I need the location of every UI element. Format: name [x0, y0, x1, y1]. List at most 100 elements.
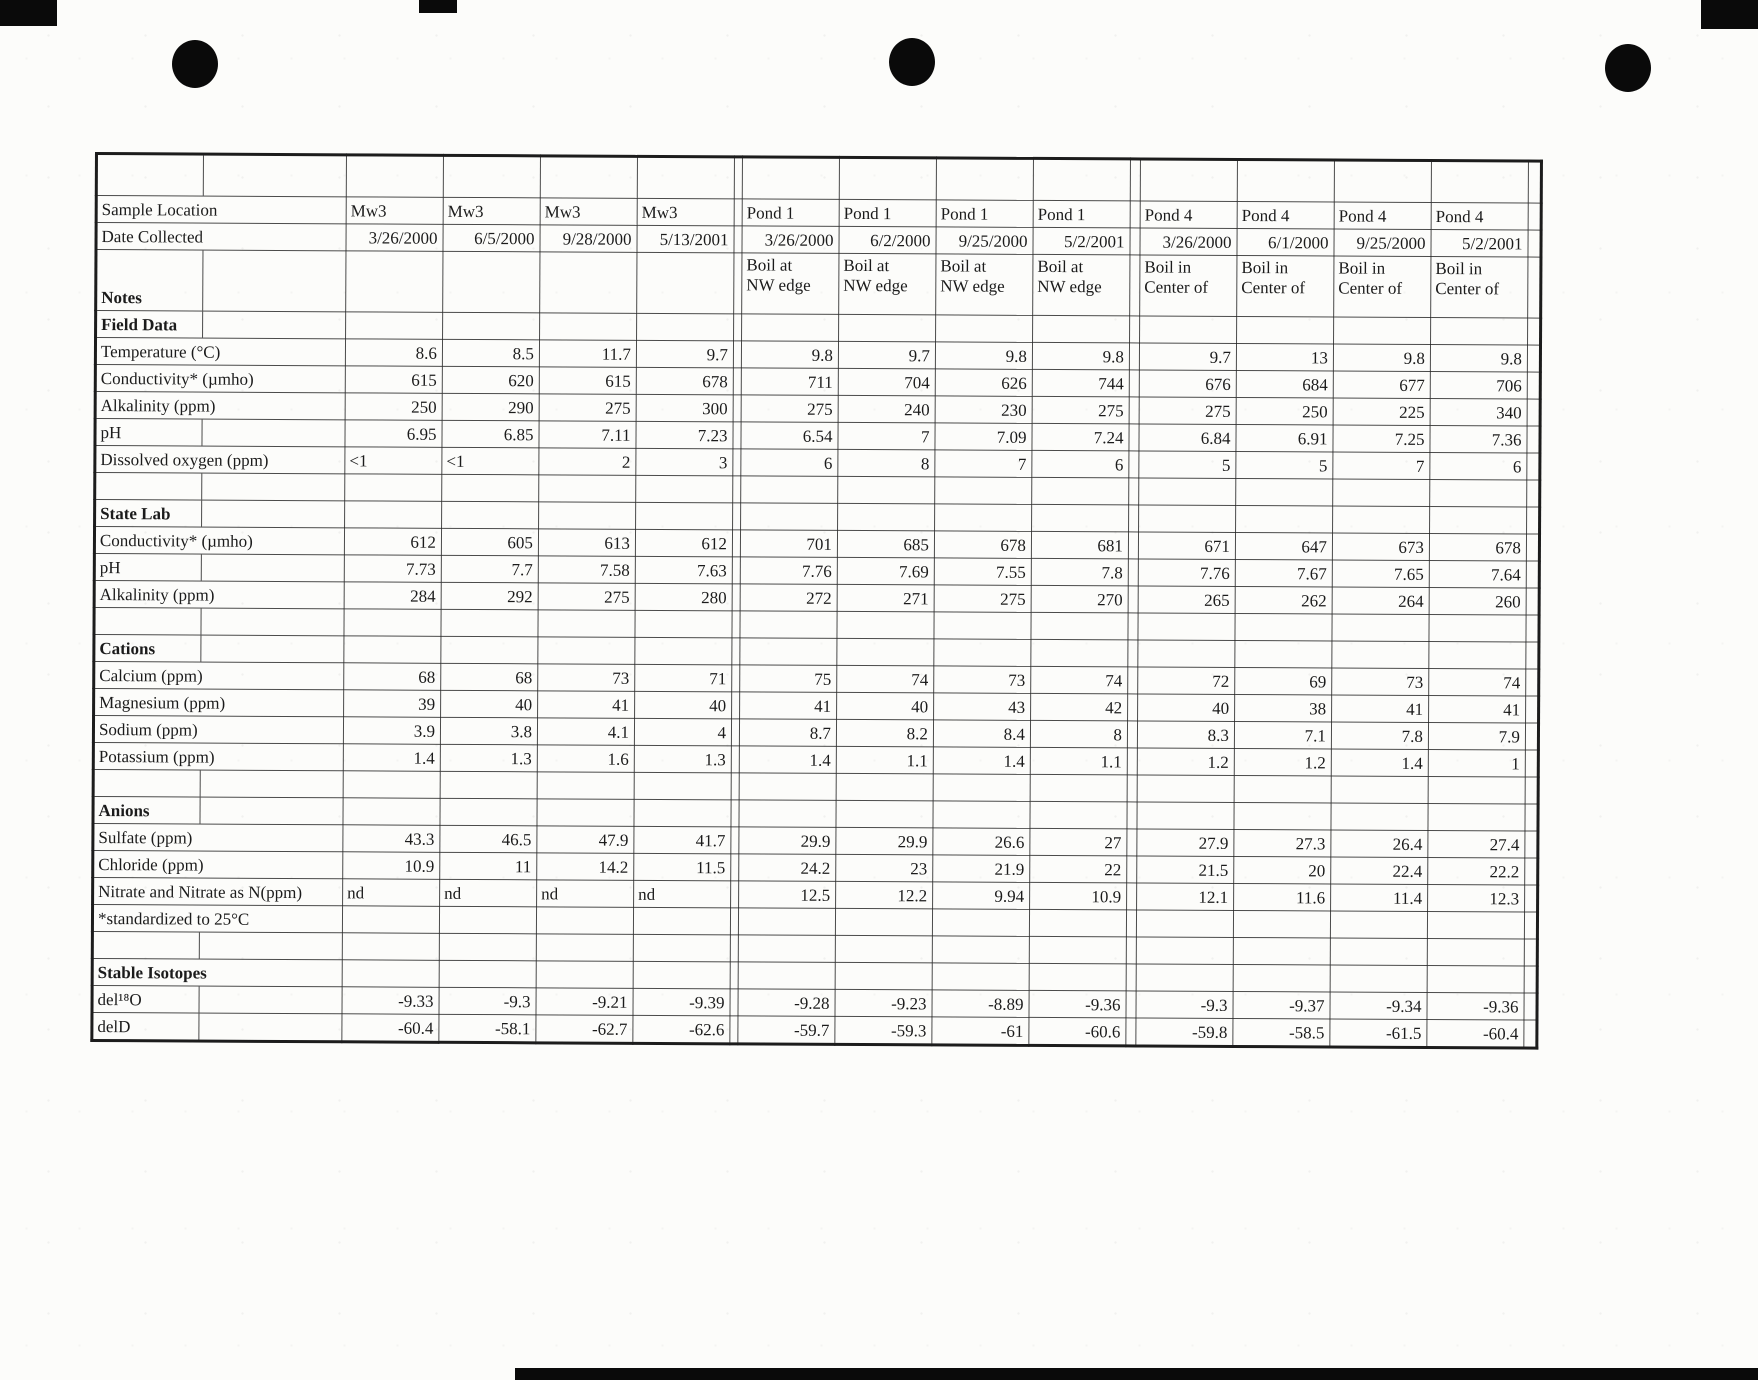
data-cell: 14.2 [536, 852, 634, 881]
data-cell [740, 475, 838, 504]
data-cell: 9.8 [1430, 344, 1528, 373]
data-cell: 260 [1429, 587, 1527, 615]
data-cell [440, 771, 538, 799]
data-cell [1233, 964, 1331, 992]
column-gap [1129, 227, 1141, 255]
data-cell: 4.1 [537, 717, 635, 746]
data-cell: 69 [1234, 667, 1332, 695]
data-cell: 9.8 [1032, 342, 1130, 370]
data-cell [443, 155, 541, 198]
data-cell: 744 [1032, 369, 1130, 397]
data-cell [1233, 802, 1332, 830]
data-cell: 7.7 [441, 555, 539, 583]
column-gap [1524, 911, 1538, 940]
data-cell [1137, 639, 1235, 668]
data-cell [342, 905, 440, 934]
data-cell: 685 [837, 530, 935, 558]
data-cell [836, 638, 934, 666]
data-cell: -9.36 [1028, 990, 1127, 1018]
data-cell: 7.76 [740, 556, 838, 585]
data-cell: 11.6 [1233, 883, 1331, 911]
column-gap [734, 156, 743, 199]
data-cell: 230 [935, 395, 1033, 424]
data-cell: 71 [634, 664, 732, 692]
data-cell: 7.65 [1332, 559, 1430, 588]
data-cell: 9.8 [935, 341, 1033, 370]
data-cell [1029, 909, 1127, 937]
data-cell: 284 [344, 581, 442, 610]
data-cell: 7 [1332, 451, 1430, 480]
data-cell: 74 [1428, 668, 1526, 696]
data-cell [738, 934, 836, 963]
data-cell [1031, 504, 1129, 532]
column-gap [1524, 938, 1538, 967]
data-cell: 1.3 [440, 744, 538, 772]
data-cell: 612 [635, 529, 733, 557]
data-cell: 275 [1139, 396, 1237, 425]
data-cell: 678 [934, 530, 1032, 559]
data-cell: -59.8 [1135, 1017, 1233, 1047]
data-cell: 29.9 [835, 827, 933, 855]
data-cell: 2 [538, 447, 636, 476]
data-cell: 1.2 [1234, 748, 1332, 776]
column-gap [1126, 963, 1137, 991]
data-cell: 5/2/2001 [1430, 229, 1529, 258]
data-cell [835, 935, 933, 963]
data-cell: 11.5 [633, 853, 731, 881]
column-gap [1129, 369, 1140, 397]
data-cell [636, 252, 734, 314]
data-cell: -9.37 [1232, 991, 1331, 1019]
data-cell: 8 [1030, 720, 1128, 748]
data-cell: 22.2 [1427, 857, 1525, 885]
data-cell [1237, 159, 1335, 202]
label-column-divider [200, 607, 202, 636]
data-cell: Boil at NW edge [1032, 254, 1130, 316]
data-cell: 26.4 [1330, 829, 1428, 858]
data-cell [1330, 910, 1428, 939]
data-cell [1330, 964, 1428, 993]
row-label: Dissolved oxygen (ppm) [94, 445, 345, 474]
data-cell [738, 799, 837, 828]
column-gap [1525, 776, 1539, 805]
row-label: Potassium (ppm) [93, 742, 344, 771]
data-cell: 27 [1029, 828, 1127, 856]
data-cell: 613 [538, 528, 636, 557]
data-cell [442, 312, 540, 340]
data-cell [1235, 478, 1333, 506]
column-gap [729, 988, 739, 1016]
column-gap [1526, 561, 1540, 589]
table-row: Notes Boil at NW edge Boil at NW edge Boil at… [95, 249, 1541, 319]
data-cell: Mw3 [540, 197, 638, 226]
data-cell: 26.6 [932, 827, 1030, 856]
data-cell [836, 773, 934, 801]
data-cell: Boil at NW edge [935, 253, 1033, 316]
section-label: State Lab [94, 499, 345, 528]
column-gap [1527, 372, 1541, 400]
data-cell [342, 959, 440, 988]
data-cell [342, 932, 440, 961]
data-cell [1429, 506, 1527, 535]
row-label: Calcium (ppm) [93, 661, 344, 690]
column-gap [1127, 639, 1138, 667]
data-cell: nd [536, 879, 634, 908]
data-cell: 240 [838, 395, 936, 423]
column-gap [1525, 641, 1539, 670]
data-cell: 6/1/2000 [1236, 228, 1335, 256]
data-cell [1427, 938, 1525, 966]
data-cell: -9.3 [1135, 990, 1234, 1019]
data-cell: 3.9 [343, 716, 441, 745]
data-cell: 605 [441, 528, 539, 556]
data-cell [838, 314, 936, 342]
column-gap [1126, 909, 1137, 937]
column-gap [730, 880, 739, 908]
column-gap [1126, 855, 1137, 883]
data-cell: 9.7 [838, 341, 936, 369]
data-cell: 6.91 [1235, 424, 1334, 452]
data-cell [633, 934, 731, 962]
data-cell: 1.6 [537, 744, 635, 773]
column-gap [732, 583, 741, 611]
data-cell: 7.67 [1235, 559, 1333, 587]
data-cell: 7.36 [1429, 425, 1528, 454]
